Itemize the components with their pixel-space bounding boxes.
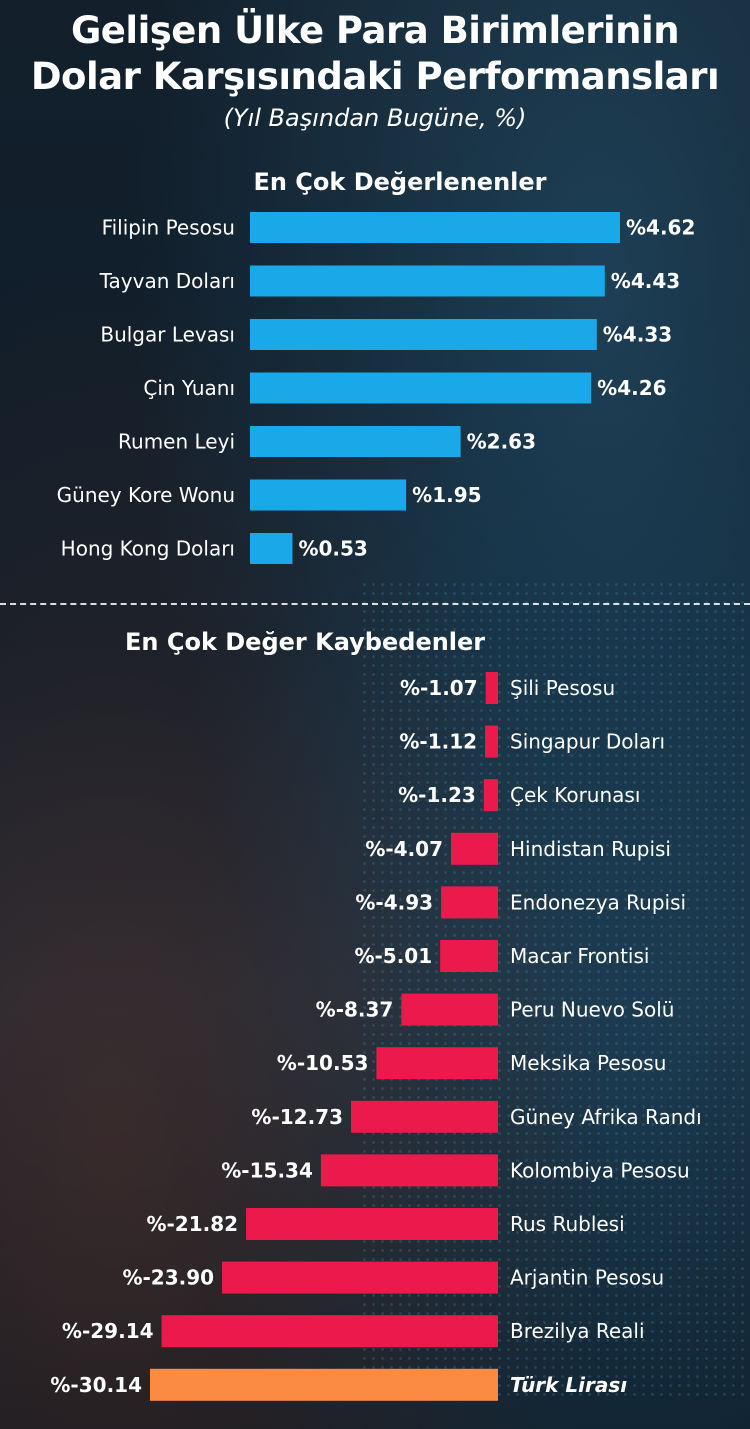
section-divider bbox=[0, 603, 750, 605]
gainer-category-label: Bulgar Levası bbox=[100, 323, 235, 347]
header: Gelişen Ülke Para Birimlerinin Dolar Kar… bbox=[0, 8, 750, 134]
loser-category-label: Endonezya Rupisi bbox=[510, 890, 686, 914]
loser-category-label: Singapur Doları bbox=[510, 730, 665, 754]
gainer-value-label: %4.62 bbox=[626, 216, 695, 240]
loser-bar bbox=[485, 725, 498, 758]
chart-title-line2: Dolar Karşısındaki Performansları bbox=[30, 55, 720, 98]
gainer-bar bbox=[250, 372, 592, 404]
gainer-bar bbox=[250, 212, 620, 243]
loser-value-label: %-12.73 bbox=[251, 1105, 343, 1129]
gainer-category-label: Çin Yuanı bbox=[143, 376, 235, 400]
loser-value-label: %-23.90 bbox=[122, 1266, 214, 1290]
loser-bar bbox=[451, 832, 498, 865]
gainer-category-label: Hong Kong Doları bbox=[61, 537, 235, 561]
loser-bar bbox=[376, 1047, 498, 1080]
loser-value-label: %-10.53 bbox=[277, 1051, 369, 1075]
gainer-value-label: %0.53 bbox=[298, 537, 367, 561]
loser-category-label: Arjantin Pesosu bbox=[510, 1266, 664, 1290]
loser-value-label: %-8.37 bbox=[316, 998, 394, 1022]
chart-title-line1: Gelişen Ülke Para Birimlerinin bbox=[70, 9, 680, 52]
loser-category-label: Macar Frontisi bbox=[510, 944, 649, 968]
loser-category-label: Meksika Pesosu bbox=[510, 1051, 666, 1075]
gainer-category-label: Rumen Leyi bbox=[118, 430, 235, 454]
gainer-value-label: %1.95 bbox=[412, 483, 481, 507]
gainer-bar bbox=[250, 426, 461, 457]
gainer-category-label: Güney Kore Wonu bbox=[57, 483, 235, 507]
loser-value-label: %-4.93 bbox=[355, 890, 433, 914]
loser-bar bbox=[351, 1100, 498, 1133]
gainer-bar bbox=[250, 265, 605, 297]
loser-bar bbox=[483, 779, 498, 812]
loser-bar bbox=[161, 1315, 498, 1348]
loser-bar bbox=[222, 1261, 498, 1294]
highlight-loser-bar bbox=[150, 1368, 498, 1401]
gainer-value-label: %4.26 bbox=[597, 376, 666, 400]
loser-bar bbox=[440, 940, 498, 972]
loser-category-label: Brezilya Reali bbox=[510, 1319, 645, 1343]
gainer-category-label: Filipin Pesosu bbox=[102, 216, 235, 240]
gainer-bar bbox=[250, 479, 407, 511]
chart-subtitle: (Yıl Başından Bugüne, %) bbox=[223, 104, 527, 132]
loser-category-label: Hindistan Rupisi bbox=[510, 837, 671, 861]
gainer-bar bbox=[250, 319, 597, 350]
loser-category-label: Rus Rublesi bbox=[510, 1212, 625, 1236]
loser-value-label: %-30.14 bbox=[50, 1373, 142, 1397]
gainer-bar bbox=[250, 533, 293, 564]
loser-value-label: %-5.01 bbox=[354, 944, 432, 968]
loser-value-label: %-29.14 bbox=[62, 1319, 154, 1343]
loser-category-label: Şili Pesosu bbox=[510, 676, 615, 700]
loser-value-label: %-1.07 bbox=[400, 676, 478, 700]
loser-bar bbox=[246, 1208, 498, 1240]
gainer-value-label: %4.33 bbox=[603, 323, 672, 347]
loser-bar bbox=[401, 993, 498, 1026]
gainer-category-label: Tayvan Doları bbox=[99, 269, 235, 293]
gainer-value-label: %4.43 bbox=[611, 269, 680, 293]
gainers-section-title: En Çok Değerlenenler bbox=[253, 168, 547, 196]
loser-value-label: %-21.82 bbox=[146, 1212, 238, 1236]
loser-category-label: Kolombiya Pesosu bbox=[510, 1158, 690, 1182]
loser-value-label: %-1.12 bbox=[399, 730, 477, 754]
loser-category-label: Türk Lirası bbox=[510, 1373, 627, 1397]
loser-bar bbox=[485, 672, 498, 704]
loser-value-label: %-15.34 bbox=[221, 1158, 313, 1182]
loser-bar bbox=[320, 1154, 498, 1187]
loser-value-label: %-4.07 bbox=[365, 837, 443, 861]
losers-section-title: En Çok Değer Kaybedenler bbox=[125, 628, 486, 656]
loser-category-label: Peru Nuevo Solü bbox=[510, 998, 674, 1022]
loser-category-label: Güney Afrika Randı bbox=[510, 1105, 702, 1129]
loser-category-label: Çek Korunası bbox=[510, 783, 640, 807]
loser-bar bbox=[441, 886, 498, 919]
loser-value-label: %-1.23 bbox=[398, 783, 476, 807]
gainer-value-label: %2.63 bbox=[467, 430, 536, 454]
